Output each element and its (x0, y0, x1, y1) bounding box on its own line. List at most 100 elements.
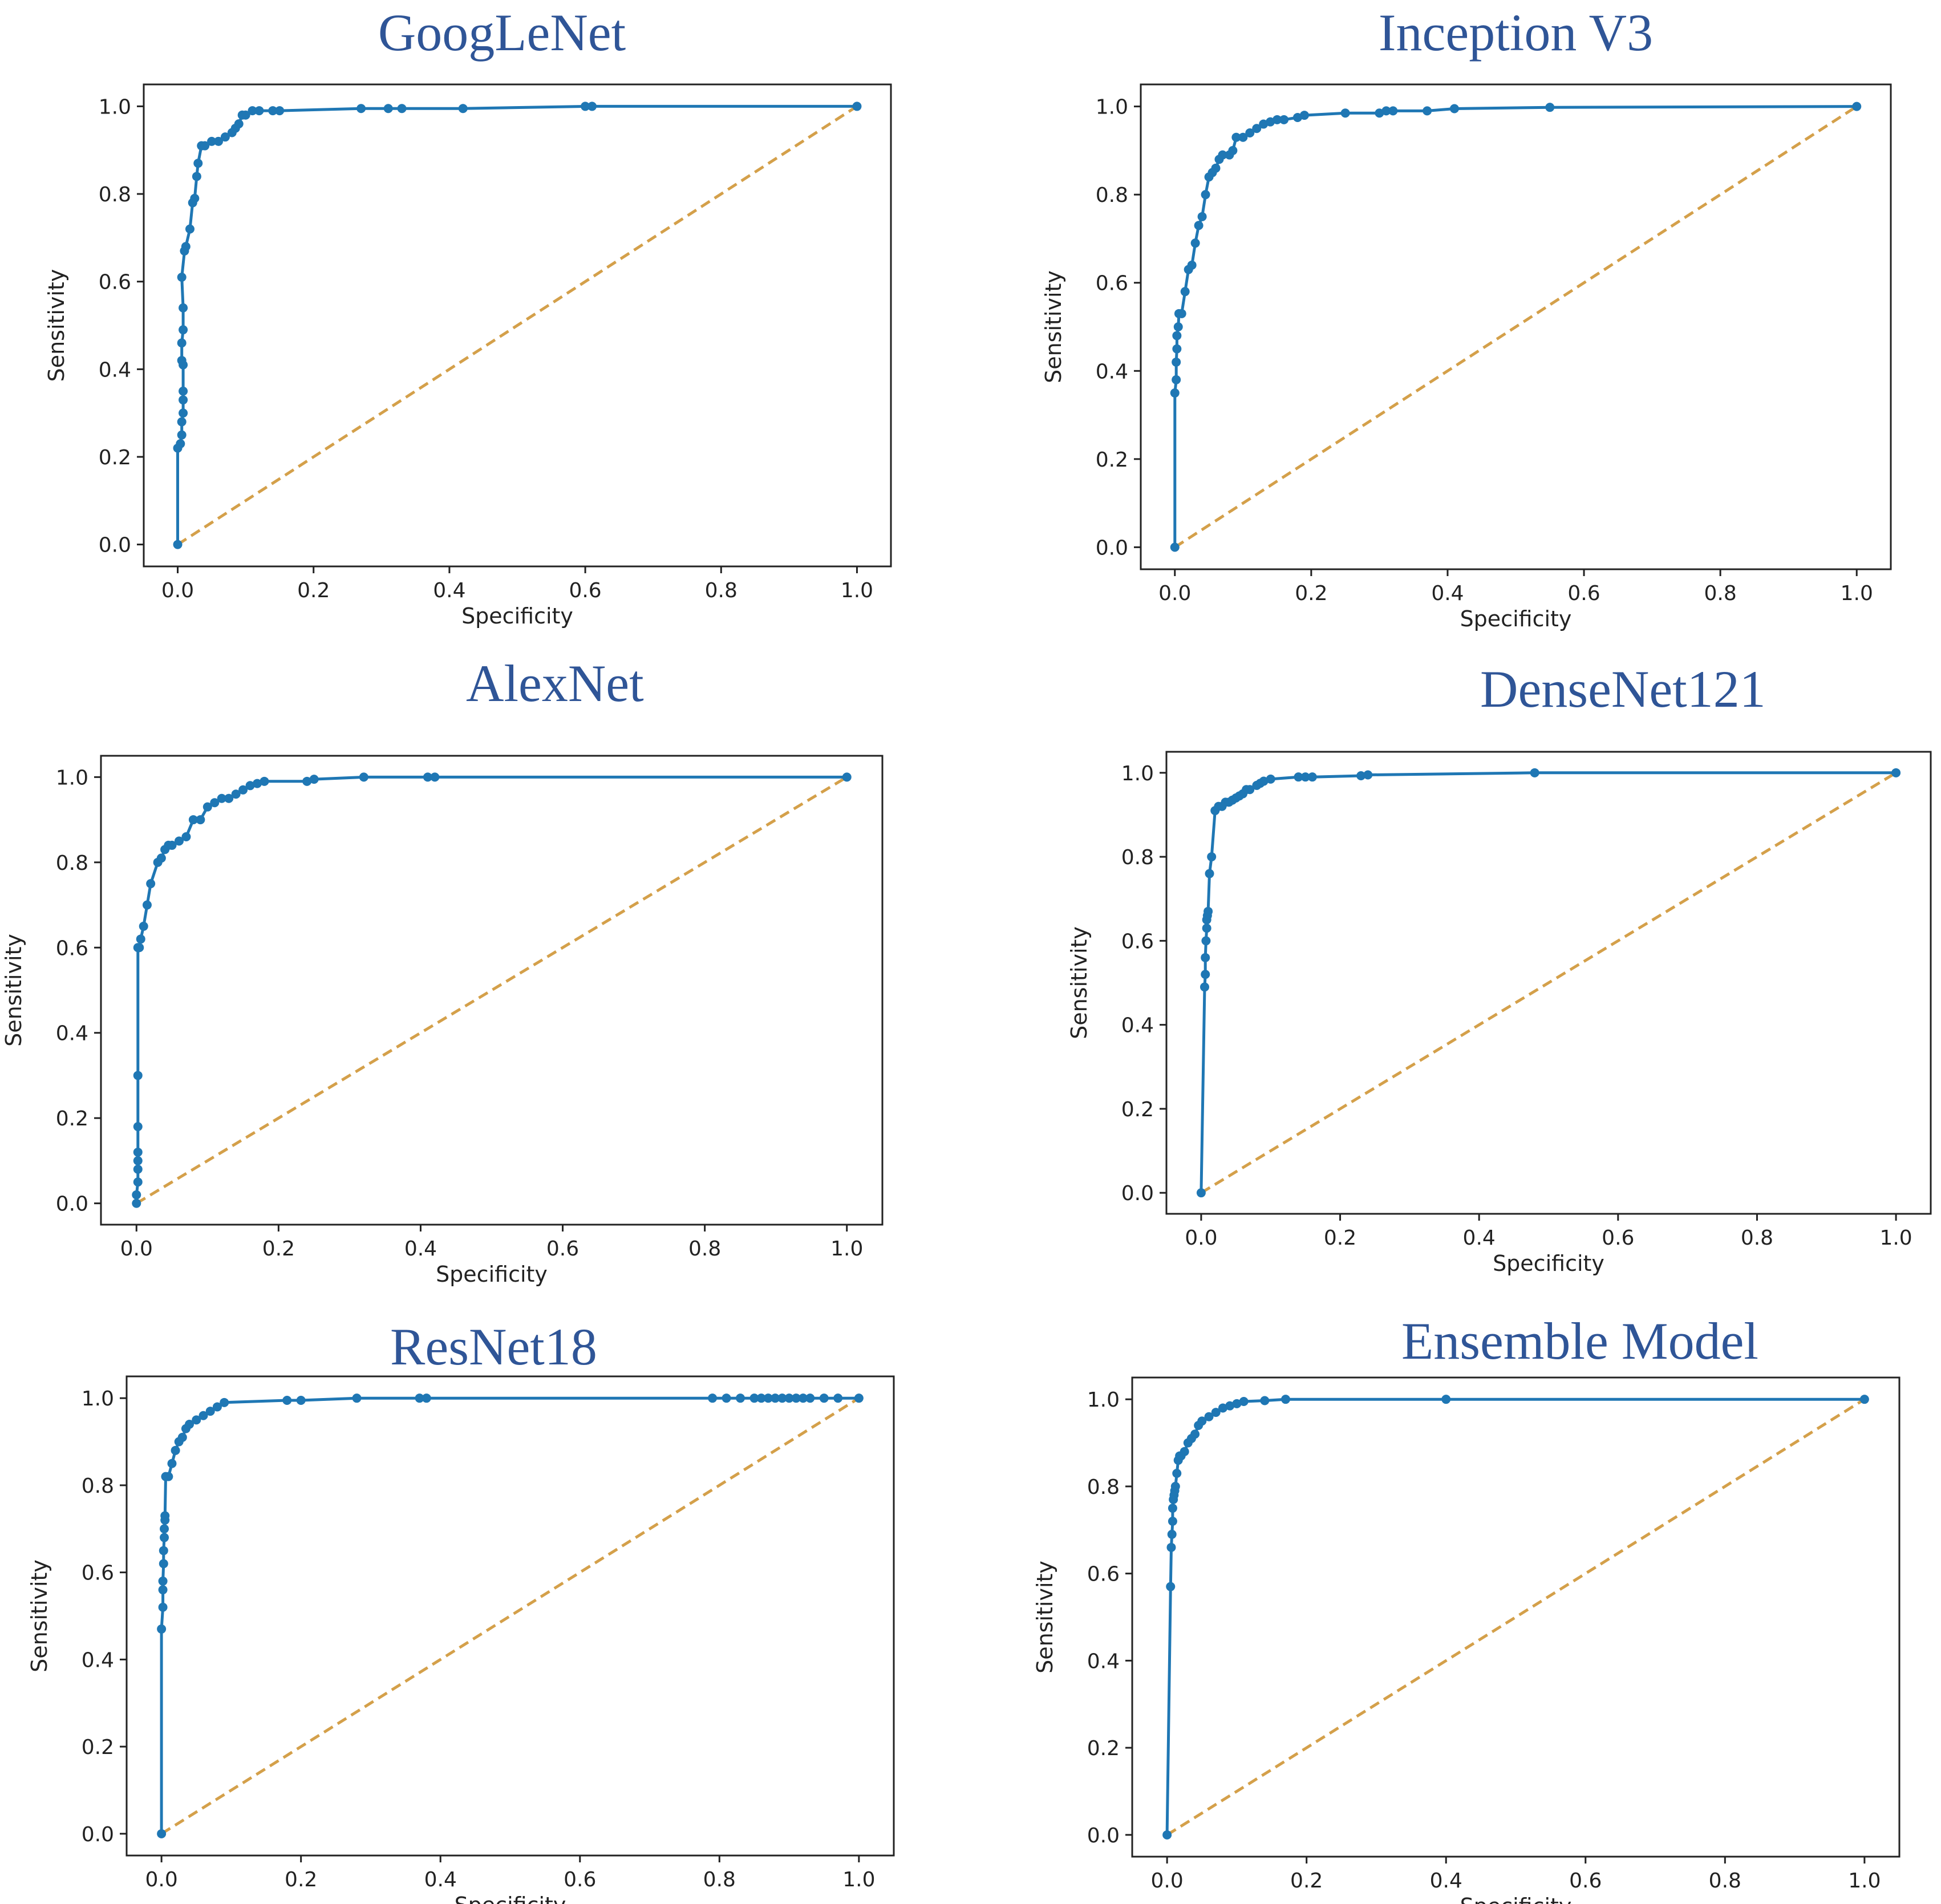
y-tick-label: 0.6 (1121, 930, 1154, 953)
roc-point (160, 1533, 169, 1542)
roc-point (1273, 115, 1282, 124)
x-tick-label: 0.6 (569, 579, 601, 602)
x-tick-label: 1.0 (1879, 1226, 1912, 1250)
y-tick-label: 1.0 (56, 766, 88, 789)
plot-frame (1131, 1376, 1901, 1858)
plot-frame (125, 1375, 895, 1857)
y-axis-label: Sensitivity (27, 1559, 52, 1672)
roc-point (1172, 375, 1181, 384)
roc-point (1173, 322, 1183, 331)
y-axis-label: Sensitivity (1, 934, 26, 1047)
roc-point (819, 1393, 829, 1403)
roc-point (1203, 906, 1213, 916)
roc-point (1168, 1517, 1177, 1526)
x-axis-label: Specificity (1460, 606, 1572, 631)
roc-point (777, 1393, 787, 1403)
roc-point (167, 840, 177, 850)
roc-point (1180, 1447, 1189, 1456)
y-tick-label: 0.8 (56, 852, 88, 875)
roc-point (160, 1524, 169, 1534)
roc-point (708, 1393, 718, 1403)
roc-point (1260, 1396, 1270, 1405)
roc-point (415, 1393, 424, 1403)
y-tick-label: 0.0 (82, 1823, 114, 1846)
x-axis-label: Specificity (1460, 1894, 1572, 1904)
roc-point (1187, 260, 1197, 270)
roc-point (1172, 1469, 1182, 1478)
x-tick-label: 0.8 (705, 579, 738, 602)
x-tick-label: 0.8 (1709, 1869, 1741, 1893)
roc-point (833, 1393, 843, 1403)
roc-point (158, 1602, 168, 1612)
roc-point (1259, 776, 1269, 786)
roc-point (1218, 150, 1227, 160)
y-tick-label: 0.4 (99, 358, 131, 382)
roc-point (210, 798, 220, 808)
roc-point (179, 386, 188, 396)
x-tick-label: 0.0 (161, 579, 194, 602)
y-axis-label: Sensitivity (1032, 1561, 1057, 1674)
roc-point (1891, 768, 1901, 777)
roc-point (356, 104, 366, 114)
x-tick-label: 0.6 (546, 1237, 579, 1261)
y-tick-label: 0.8 (99, 183, 131, 206)
roc-point (1197, 212, 1207, 221)
roc-point (1423, 106, 1432, 116)
x-tick-label: 0.8 (703, 1868, 736, 1891)
roc-point (157, 1829, 167, 1838)
roc-point (763, 1393, 773, 1403)
roc-point (799, 1393, 808, 1403)
roc-point (1170, 1481, 1180, 1491)
roc-point (171, 1445, 180, 1455)
roc-point (1381, 106, 1391, 116)
x-tick-label: 0.6 (564, 1868, 596, 1891)
roc-point (176, 439, 185, 448)
roc-point (133, 1177, 143, 1187)
roc-point (1228, 145, 1238, 155)
roc-point (142, 900, 152, 910)
x-axis-label: Specificity (461, 603, 573, 629)
roc-point (1363, 770, 1373, 780)
roc-point (1211, 163, 1221, 173)
chance-line (160, 1397, 860, 1835)
y-tick-label: 0.2 (1087, 1737, 1120, 1760)
roc-point (581, 102, 590, 111)
roc-point (1190, 238, 1200, 248)
roc-point (136, 934, 145, 944)
roc-point (1530, 768, 1539, 777)
roc-point (1180, 287, 1190, 297)
roc-point (1205, 869, 1214, 878)
roc-point (1852, 102, 1862, 111)
roc-point (1207, 852, 1217, 862)
x-tick-label: 0.2 (1290, 1869, 1323, 1893)
chance-line (1166, 1398, 1866, 1836)
roc-point (1201, 190, 1210, 200)
chance-line (1200, 771, 1897, 1194)
x-tick-label: 1.0 (1848, 1869, 1881, 1893)
roc-point (430, 772, 440, 782)
roc-point (177, 430, 187, 440)
roc-point (224, 793, 234, 803)
roc-point (198, 1411, 208, 1420)
roc-point (1166, 1542, 1176, 1552)
roc-point (1225, 1401, 1235, 1411)
roc-point (791, 1393, 801, 1403)
y-tick-label: 0.4 (56, 1022, 88, 1046)
roc-point (1204, 1412, 1214, 1421)
plot-area: 0.0 0.2 0.4 0.6 0.8 1.0 0.0 0.2 0.4 0.6 0.8 1.0 Spec… (27, 1375, 895, 1904)
roc-point (1200, 982, 1209, 992)
roc-point (159, 1546, 168, 1555)
roc-point (181, 832, 191, 841)
roc-point (1167, 1529, 1177, 1539)
roc-point (1356, 771, 1366, 780)
roc-point (185, 1420, 194, 1429)
roc-point (1441, 1395, 1451, 1404)
roc-point (1238, 132, 1248, 142)
roc-point (458, 104, 468, 114)
roc-point (1202, 923, 1211, 933)
x-tick-label: 0.2 (1324, 1226, 1356, 1250)
roc-point (1307, 772, 1317, 782)
roc-point (196, 815, 205, 825)
roc-point (1166, 1582, 1176, 1591)
